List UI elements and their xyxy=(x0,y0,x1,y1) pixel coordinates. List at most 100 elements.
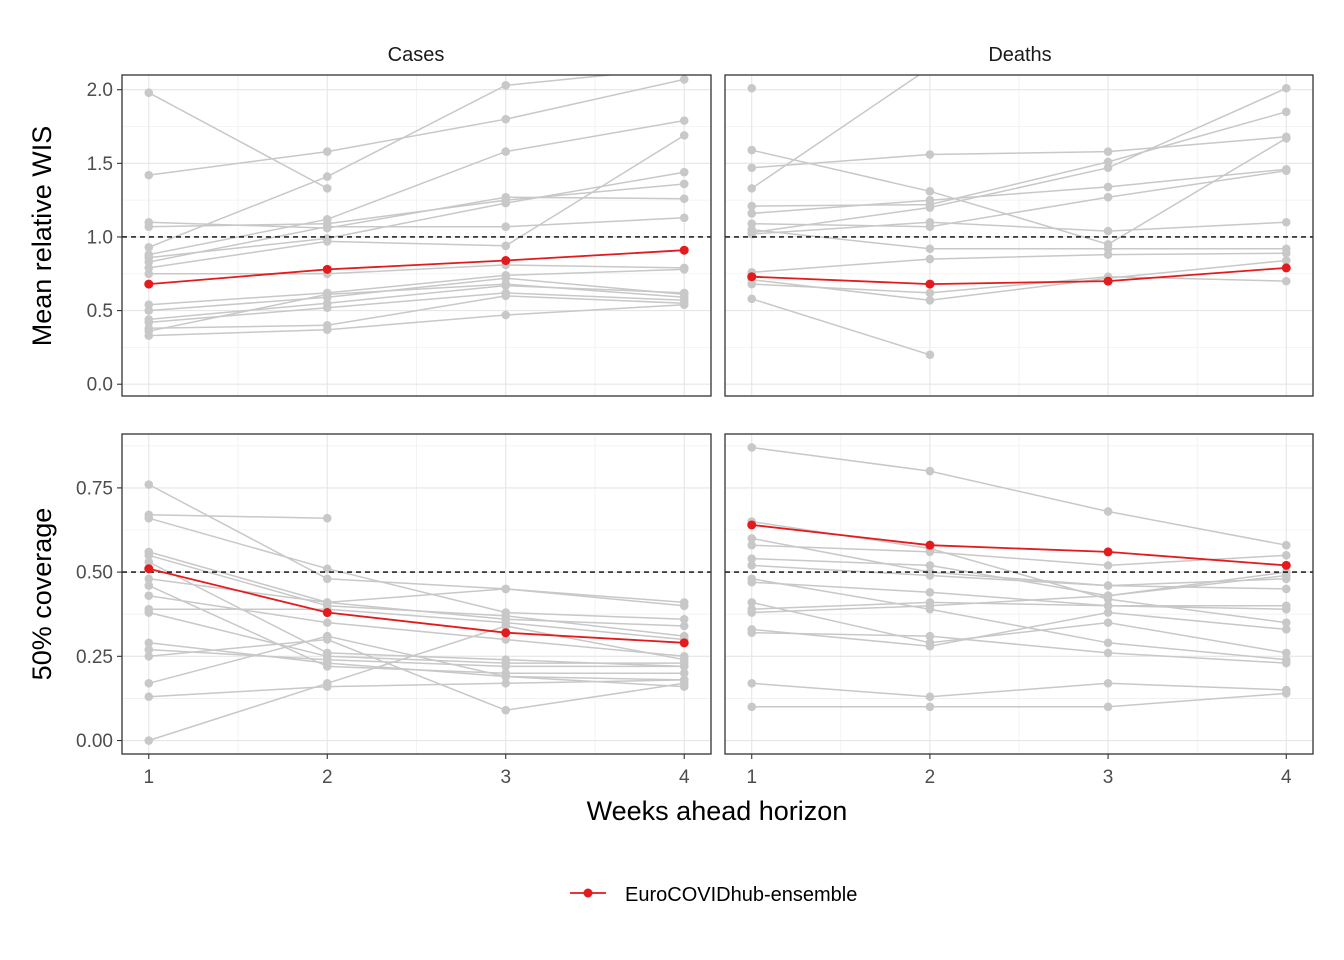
ensemble-point-cov_cases-2 xyxy=(322,608,332,618)
model-line-cov_deaths-10 xyxy=(751,571,1287,614)
model-point-wis_cases-5 xyxy=(501,147,511,156)
panel-wis_cases: 0.0 0.5 1.0 1.5 2.0 xyxy=(87,74,712,397)
model-point-cov_deaths-11 xyxy=(1281,625,1291,634)
model-point-cov_cases-12 xyxy=(322,655,332,664)
y-tick-label: 0.25 xyxy=(76,647,113,668)
model-line-wis_cases-7 xyxy=(148,217,685,263)
facet-label-deaths: Deaths xyxy=(988,44,1051,66)
x-tick-label: 2 xyxy=(925,767,936,788)
model-point-wis_deaths-3 xyxy=(1103,147,1113,156)
ensemble-line-cov_deaths xyxy=(751,524,1287,567)
ensemble-point-cov_cases-3 xyxy=(501,628,511,638)
x-tick-label: 2 xyxy=(322,767,333,788)
model-point-cov_cases-16 xyxy=(144,736,154,745)
model-line-wis_deaths-3 xyxy=(751,136,1287,169)
model-point-wis_cases-10 xyxy=(679,265,689,274)
model-point-wis_deaths-11 xyxy=(925,295,935,305)
model-point-cov_deaths-0 xyxy=(925,466,935,476)
panel-wis_deaths xyxy=(724,74,1314,397)
model-line-wis_cases-16 xyxy=(148,303,685,337)
model-point-wis_cases-11 xyxy=(501,273,511,283)
model-point-wis_deaths-11 xyxy=(1281,256,1291,265)
model-point-cov_cases-2 xyxy=(144,513,154,523)
model-point-cov_cases-15 xyxy=(144,692,154,702)
model-point-cov_deaths-5 xyxy=(747,561,757,570)
model-point-wis_cases-8 xyxy=(322,237,332,246)
panel-plot-area-wis_cases xyxy=(122,75,711,396)
model-point-cov_deaths-10 xyxy=(925,601,935,611)
model-point-cov_cases-8 xyxy=(501,635,511,644)
x-tick-label: 3 xyxy=(1103,767,1114,788)
model-point-wis_deaths-8 xyxy=(1103,163,1113,173)
model-point-cov_deaths-4 xyxy=(925,561,935,570)
model-point-wis_cases-6 xyxy=(679,167,689,177)
model-line-cov_deaths-0 xyxy=(751,446,1287,546)
model-point-wis_cases-13 xyxy=(322,303,332,312)
model-point-cov_cases-13 xyxy=(501,705,511,715)
panel-plot-area-wis_deaths xyxy=(725,75,1313,396)
model-point-cov_cases-4 xyxy=(501,611,511,621)
y-tick-label: 1.5 xyxy=(87,154,113,175)
model-line-cov_cases-1 xyxy=(148,514,328,519)
model-point-cov_deaths-14 xyxy=(1281,689,1291,698)
y-tick-label: 0.00 xyxy=(76,731,113,752)
model-point-wis_deaths-12 xyxy=(747,279,757,289)
ensemble-point-wis_cases-1 xyxy=(144,279,154,289)
model-point-wis_cases-15 xyxy=(501,279,511,289)
x-tick-label: 1 xyxy=(143,767,154,788)
panel-border-wis_deaths xyxy=(724,74,1314,397)
panel-border-cov_deaths xyxy=(724,433,1314,755)
model-line-wis_cases-8 xyxy=(148,134,685,269)
model-line-cov_cases-9 xyxy=(148,608,685,641)
model-point-wis_cases-1 xyxy=(144,170,154,180)
model-point-wis_cases-1 xyxy=(322,147,332,156)
model-point-cov_deaths-12 xyxy=(925,631,935,641)
model-line-wis_cases-15 xyxy=(148,283,685,332)
model-point-wis_cases-16 xyxy=(322,325,332,335)
model-point-cov_deaths-8 xyxy=(747,598,757,607)
model-line-wis_deaths-13 xyxy=(751,298,931,356)
model-point-cov_deaths-14 xyxy=(747,702,757,712)
model-point-wis_cases-8 xyxy=(679,131,689,140)
model-point-wis_deaths-4 xyxy=(747,201,757,211)
model-point-cov_cases-13 xyxy=(144,652,154,661)
model-line-cov_deaths-12 xyxy=(751,631,1287,664)
model-line-wis_cases-3 xyxy=(148,183,685,228)
y-tick-label: 0.5 xyxy=(87,301,113,322)
model-point-cov_deaths-11 xyxy=(1103,608,1113,617)
model-point-wis_deaths-12 xyxy=(1281,276,1291,286)
model-point-cov_cases-4 xyxy=(144,550,154,560)
ensemble-point-wis_deaths-1 xyxy=(747,272,757,282)
model-line-wis_cases-10 xyxy=(148,268,685,306)
model-point-cov_cases-7 xyxy=(679,668,689,678)
y-tick-label: 2.0 xyxy=(87,80,113,101)
model-point-cov_cases-6 xyxy=(144,574,154,584)
y-axis-title-wis: Mean relative WIS xyxy=(27,126,57,347)
y-axis-title-coverage: 50% coverage xyxy=(27,508,57,681)
model-line-cov_deaths-11 xyxy=(751,611,1287,647)
model-point-cov_deaths-4 xyxy=(747,554,757,563)
model-line-wis_deaths-6 xyxy=(751,169,1287,228)
model-point-cov_deaths-3 xyxy=(1281,550,1291,560)
model-point-cov_deaths-7 xyxy=(747,577,757,587)
model-point-wis_cases-4 xyxy=(322,172,332,181)
model-line-wis_cases-12 xyxy=(148,284,685,321)
model-point-cov_deaths-14 xyxy=(1103,702,1113,712)
model-line-wis_deaths-4 xyxy=(751,111,1287,207)
model-line-wis_deaths-1 xyxy=(751,75,921,190)
model-point-wis_cases-16 xyxy=(679,300,689,310)
x-tick-label: 4 xyxy=(679,767,690,788)
model-point-wis_cases-16 xyxy=(144,331,154,340)
model-line-cov_cases-0 xyxy=(148,483,685,607)
model-point-cov_deaths-12 xyxy=(1281,658,1291,668)
model-point-wis_deaths-2 xyxy=(747,145,757,155)
ensemble-point-wis_deaths-2 xyxy=(925,279,935,289)
panel-border-cov_cases xyxy=(121,433,712,755)
ensemble-line-wis_cases xyxy=(148,249,685,285)
model-line-cov_deaths-3 xyxy=(751,544,1287,567)
model-line-cov_cases-10 xyxy=(148,611,685,664)
model-point-wis_cases-9 xyxy=(144,269,154,279)
model-point-wis_cases-2 xyxy=(679,194,689,203)
model-point-wis_cases-16 xyxy=(501,310,511,320)
model-point-cov_deaths-0 xyxy=(1281,540,1291,550)
